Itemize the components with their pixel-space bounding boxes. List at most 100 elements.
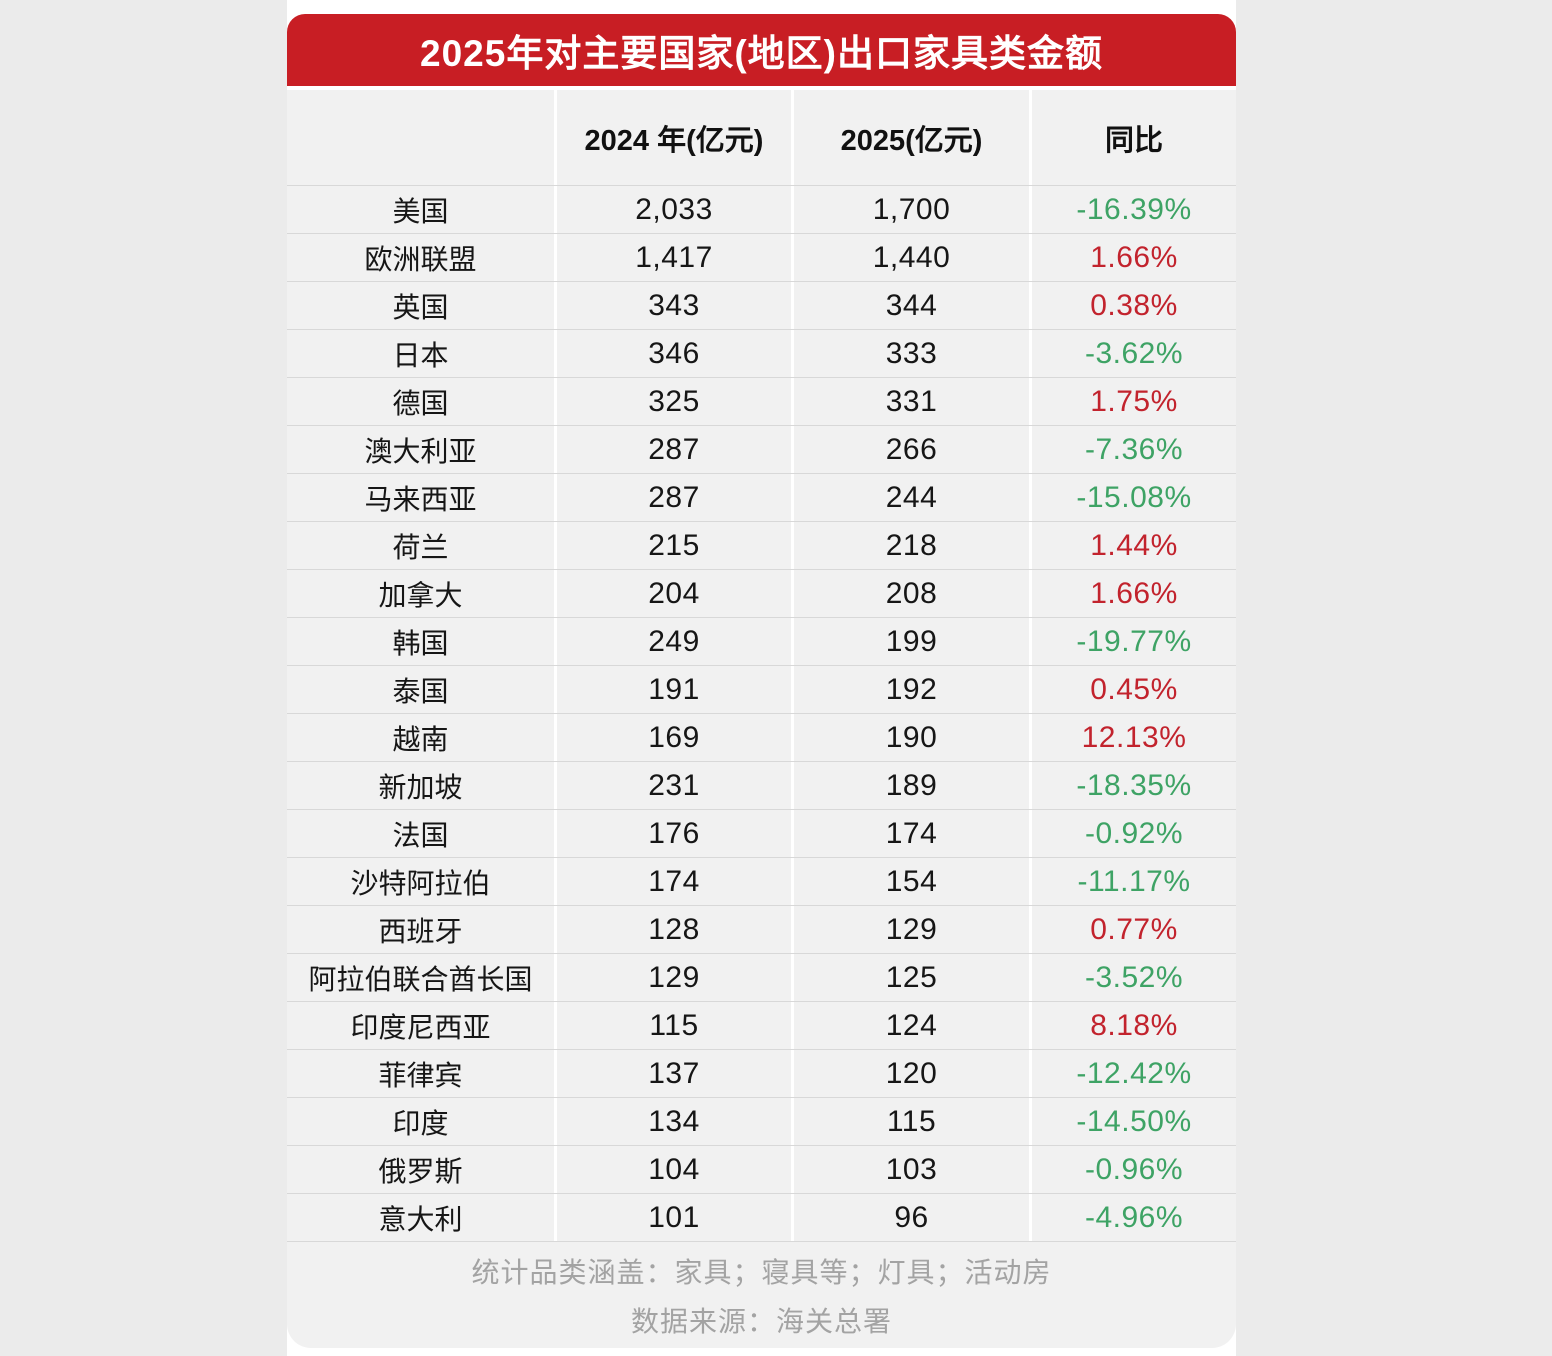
value-2025: 129	[791, 906, 1029, 953]
table-row: 美国 2,033 1,700 -16.39%	[287, 185, 1236, 233]
footnote: 统计品类涵盖：家具；寝具等；灯具；活动房 数据来源：海关总署	[287, 1241, 1236, 1348]
region-name: 澳大利亚	[287, 426, 554, 473]
value-2024: 249	[554, 618, 791, 665]
value-2024: 325	[554, 378, 791, 425]
yoy-change: -7.36%	[1029, 426, 1236, 473]
table-row: 阿拉伯联合酋长国 129 125 -3.52%	[287, 953, 1236, 1001]
region-name: 美国	[287, 186, 554, 233]
value-2025: 189	[791, 762, 1029, 809]
yoy-change: -0.96%	[1029, 1146, 1236, 1193]
value-2025: 103	[791, 1146, 1029, 1193]
yoy-change: -4.96%	[1029, 1194, 1236, 1241]
table-row: 德国 325 331 1.75%	[287, 377, 1236, 425]
yoy-change: -3.62%	[1029, 330, 1236, 377]
infographic-card: 2025年对主要国家(地区)出口家具类金额 2024 年(亿元) 2025(亿元…	[287, 0, 1236, 1356]
region-name: 菲律宾	[287, 1050, 554, 1097]
value-2025: 124	[791, 1002, 1029, 1049]
header-2025: 2025(亿元)	[791, 90, 1029, 185]
table-row: 澳大利亚 287 266 -7.36%	[287, 425, 1236, 473]
value-2025: 199	[791, 618, 1029, 665]
value-2024: 134	[554, 1098, 791, 1145]
value-2024: 104	[554, 1146, 791, 1193]
table-body: 美国 2,033 1,700 -16.39% 欧洲联盟 1,417 1,440 …	[287, 185, 1236, 1241]
table-row: 俄罗斯 104 103 -0.96%	[287, 1145, 1236, 1193]
table-row: 新加坡 231 189 -18.35%	[287, 761, 1236, 809]
table-row: 沙特阿拉伯 174 154 -11.17%	[287, 857, 1236, 905]
region-name: 日本	[287, 330, 554, 377]
footnote-source: 数据来源：海关总署	[630, 1305, 892, 1337]
region-name: 加拿大	[287, 570, 554, 617]
value-2025: 190	[791, 714, 1029, 761]
value-2024: 346	[554, 330, 791, 377]
yoy-change: -16.39%	[1029, 186, 1236, 233]
yoy-change: 8.18%	[1029, 1002, 1236, 1049]
value-2024: 128	[554, 906, 791, 953]
value-2025: 120	[791, 1050, 1029, 1097]
value-2025: 244	[791, 474, 1029, 521]
region-name: 新加坡	[287, 762, 554, 809]
region-name: 荷兰	[287, 522, 554, 569]
yoy-change: -14.50%	[1029, 1098, 1236, 1145]
yoy-change: -11.17%	[1029, 858, 1236, 905]
region-name: 欧洲联盟	[287, 234, 554, 281]
yoy-change: 0.77%	[1029, 906, 1236, 953]
table-row: 欧洲联盟 1,417 1,440 1.66%	[287, 233, 1236, 281]
value-2025: 1,440	[791, 234, 1029, 281]
region-name: 阿拉伯联合酋长国	[287, 954, 554, 1001]
table-row: 法国 176 174 -0.92%	[287, 809, 1236, 857]
table-row: 马来西亚 287 244 -15.08%	[287, 473, 1236, 521]
table-row: 菲律宾 137 120 -12.42%	[287, 1049, 1236, 1097]
value-2024: 1,417	[554, 234, 791, 281]
value-2024: 343	[554, 282, 791, 329]
region-name: 印度尼西亚	[287, 1002, 554, 1049]
yoy-change: -18.35%	[1029, 762, 1236, 809]
table-row: 印度 134 115 -14.50%	[287, 1097, 1236, 1145]
header-yoy: 同比	[1029, 90, 1236, 185]
yoy-change: 1.75%	[1029, 378, 1236, 425]
yoy-change: 1.66%	[1029, 234, 1236, 281]
value-2024: 2,033	[554, 186, 791, 233]
table-row: 韩国 249 199 -19.77%	[287, 617, 1236, 665]
value-2025: 125	[791, 954, 1029, 1001]
region-name: 越南	[287, 714, 554, 761]
value-2024: 137	[554, 1050, 791, 1097]
yoy-change: -12.42%	[1029, 1050, 1236, 1097]
value-2025: 208	[791, 570, 1029, 617]
table-row: 意大利 101 96 -4.96%	[287, 1193, 1236, 1241]
footnote-categories: 统计品类涵盖：家具；寝具等；灯具；活动房	[471, 1256, 1052, 1288]
region-name: 西班牙	[287, 906, 554, 953]
value-2025: 96	[791, 1194, 1029, 1241]
yoy-change: 12.13%	[1029, 714, 1236, 761]
value-2025: 154	[791, 858, 1029, 905]
table-row: 日本 346 333 -3.62%	[287, 329, 1236, 377]
value-2024: 231	[554, 762, 791, 809]
value-2024: 204	[554, 570, 791, 617]
yoy-change: -0.92%	[1029, 810, 1236, 857]
title-bar: 2025年对主要国家(地区)出口家具类金额	[287, 14, 1236, 86]
value-2025: 174	[791, 810, 1029, 857]
value-2024: 101	[554, 1194, 791, 1241]
value-2025: 115	[791, 1098, 1029, 1145]
yoy-change: -19.77%	[1029, 618, 1236, 665]
value-2025: 344	[791, 282, 1029, 329]
table-row: 越南 169 190 12.13%	[287, 713, 1236, 761]
value-2025: 266	[791, 426, 1029, 473]
value-2024: 191	[554, 666, 791, 713]
header-region	[287, 90, 554, 185]
header-2024: 2024 年(亿元)	[554, 90, 791, 185]
yoy-change: -3.52%	[1029, 954, 1236, 1001]
region-name: 韩国	[287, 618, 554, 665]
value-2024: 287	[554, 426, 791, 473]
value-2025: 333	[791, 330, 1029, 377]
table-row: 荷兰 215 218 1.44%	[287, 521, 1236, 569]
region-name: 德国	[287, 378, 554, 425]
value-2024: 287	[554, 474, 791, 521]
value-2024: 129	[554, 954, 791, 1001]
yoy-change: -15.08%	[1029, 474, 1236, 521]
table-row: 英国 343 344 0.38%	[287, 281, 1236, 329]
value-2025: 218	[791, 522, 1029, 569]
table-row: 泰国 191 192 0.45%	[287, 665, 1236, 713]
yoy-change: 1.66%	[1029, 570, 1236, 617]
table-row: 西班牙 128 129 0.77%	[287, 905, 1236, 953]
region-name: 沙特阿拉伯	[287, 858, 554, 905]
